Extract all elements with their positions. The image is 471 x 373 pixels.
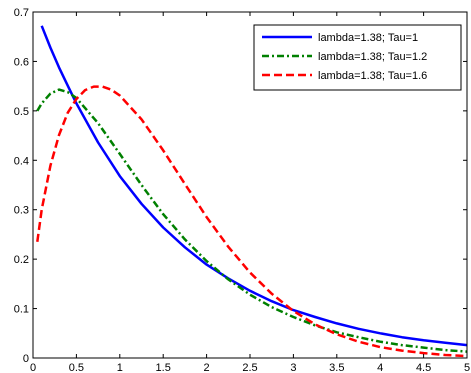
- plot-series: [36, 25, 468, 358]
- y-tick-label: 0.2: [14, 254, 29, 266]
- x-tick-label: 2.5: [242, 362, 257, 373]
- x-axis: 0 0.5 1 1.5 2 2.5 3 3.5 4 4.5 5: [30, 12, 470, 373]
- y-tick-label: 0.7: [14, 7, 29, 19]
- y-tick-label: 0.6: [14, 56, 29, 68]
- x-tick-label: 4.5: [416, 362, 431, 373]
- y-tick-label: 0.3: [14, 205, 29, 217]
- legend-label: lambda=1.38; Tau=1: [318, 32, 418, 44]
- y-tick-label: 0: [23, 353, 29, 365]
- legend: lambda=1.38; Tau=1 lambda=1.38; Tau=1.2 la…: [253, 24, 462, 91]
- x-tick-label: 1.5: [156, 362, 171, 373]
- series-line-2: [36, 88, 468, 353]
- x-tick-label: 0.5: [69, 362, 84, 373]
- y-tick-label: 0.4: [14, 155, 29, 167]
- y-tick-label: 0.5: [14, 106, 29, 118]
- legend-label: lambda=1.38; Tau=1.2: [318, 51, 427, 63]
- legend-label: lambda=1.38; Tau=1.6: [318, 70, 427, 82]
- x-tick-label: 3.5: [329, 362, 344, 373]
- x-tick-label: 4: [377, 362, 383, 373]
- y-axis: 0 0.1 0.2 0.3 0.4 0.5 0.6 0.7: [14, 7, 467, 365]
- x-tick-label: 0: [30, 362, 36, 373]
- x-tick-label: 5: [464, 362, 470, 373]
- y-tick-label: 0.1: [14, 304, 29, 316]
- x-tick-label: 3: [290, 362, 296, 373]
- series-line-3: [36, 85, 468, 358]
- x-tick-label: 2: [204, 362, 210, 373]
- x-tick-label: 1: [117, 362, 123, 373]
